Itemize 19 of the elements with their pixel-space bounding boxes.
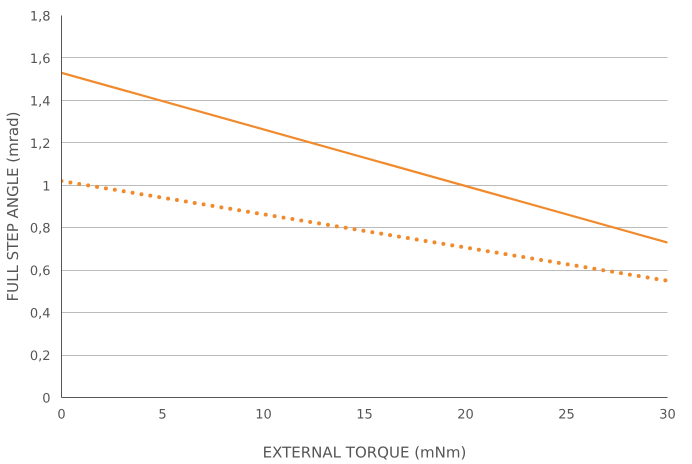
- y-tick-label: 0,4: [30, 306, 51, 322]
- x-tick-label: 5: [158, 408, 167, 422]
- y-tick-label: 1,6: [30, 52, 51, 67]
- x-tick-label: 0: [57, 408, 66, 422]
- y-tick-label: 0: [42, 392, 51, 406]
- y-tick-label: 0,2: [30, 349, 51, 364]
- x-tick-label: 30: [659, 408, 676, 422]
- x-tick-label: 25: [558, 408, 575, 422]
- y-tick-label: 1,8: [30, 10, 51, 24]
- y-tick-label: 1,2: [30, 136, 51, 152]
- x-tick-label: 10: [255, 408, 272, 422]
- y-tick-label: 0,8: [30, 222, 51, 237]
- y-axis-title: FULL STEP ANGLE (mrad): [4, 112, 22, 302]
- x-tick-label: 15: [356, 408, 373, 422]
- x-axis-title: EXTERNAL TORQUE (mNm): [262, 444, 466, 462]
- y-tick-label: 0,6: [30, 264, 51, 280]
- y-tick-label: 1: [42, 179, 51, 194]
- x-tick-label: 20: [457, 408, 474, 422]
- y-tick-label: 1,4: [30, 94, 51, 110]
